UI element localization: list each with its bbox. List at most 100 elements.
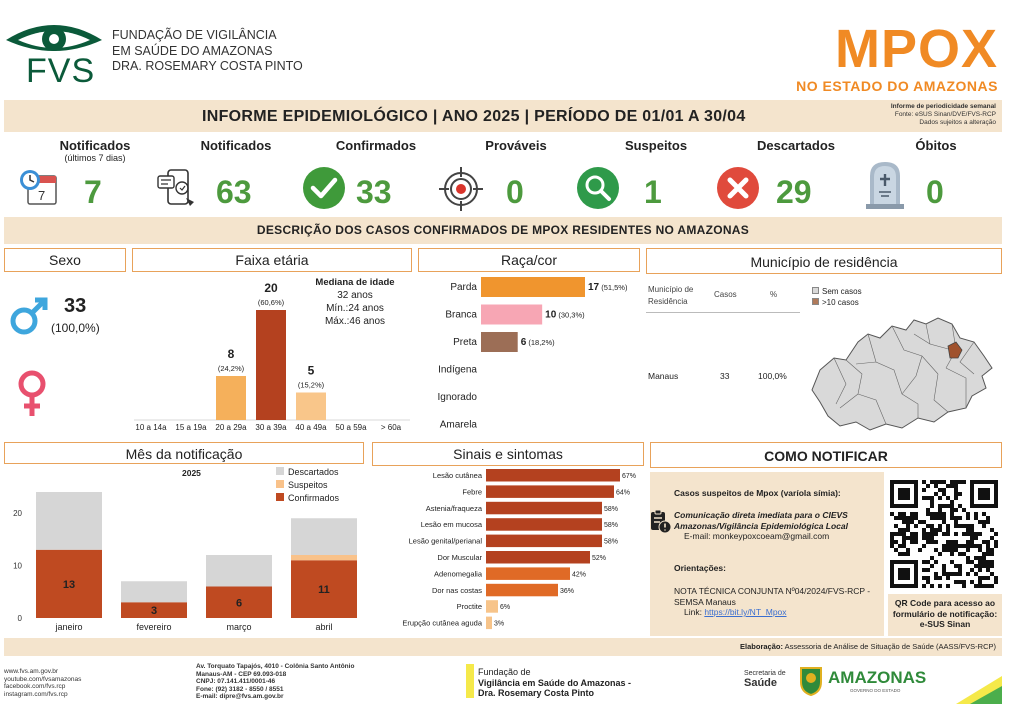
indicator-label: Óbitos [915, 138, 957, 153]
footer-link[interactable]: www.fvs.am.gov.br [4, 668, 59, 675]
qr-module [986, 540, 990, 544]
qr-module [994, 580, 998, 584]
org-name: FUNDAÇÃO DE VIGILÂNCIA EM SAÚDE DO AMAZO… [112, 28, 303, 75]
symptom-bar [486, 485, 614, 498]
corner-decoration [956, 676, 1002, 704]
elaboracao-label: Elaboração: [740, 642, 783, 651]
footer-org-line: Dra. Rosemary Costa Pinto [478, 688, 595, 698]
qr-module [922, 560, 926, 564]
report-bar: INFORME EPIDEMIOLÓGICO | ANO 2025 | PERÍ… [4, 100, 1002, 132]
indicator-label: Prováveis [485, 138, 547, 153]
qr-finder-core [898, 488, 910, 500]
qr-module [938, 480, 942, 484]
race-label: Ignorado [438, 392, 478, 403]
saude-label: Saúde [744, 677, 778, 689]
qr-module [954, 580, 958, 584]
qr-module [934, 492, 938, 496]
footer-link[interactable]: youtube.com/fvsamazonas [4, 675, 82, 683]
qr-module [890, 532, 894, 536]
qr-module [966, 512, 970, 516]
legend-descartados: Descartados [276, 466, 339, 479]
age-bar-value: 5 [308, 364, 315, 378]
qr-module [930, 584, 934, 588]
qr-module [922, 480, 926, 484]
org-line-1: FUNDAÇÃO DE VIGILÂNCIA [112, 28, 277, 42]
mes-year: 2025 [182, 468, 201, 478]
notificar-text: Casos suspeitos de Mpox (varíola símia):… [651, 472, 884, 636]
qr-module [986, 544, 990, 548]
footer-link[interactable]: instagram.com/fvs.rcp [4, 690, 68, 698]
qr-module [946, 496, 950, 500]
symptom-bar [486, 534, 602, 548]
qr-module [938, 508, 942, 512]
indicator-value: 29 [776, 174, 812, 210]
indicator-value: 1 [644, 174, 662, 210]
footer-link[interactable]: facebook.com/fvs.rcp [4, 683, 66, 690]
qr-module [930, 516, 934, 520]
qr-module [958, 516, 962, 520]
age-tick-label: 50 a 59a [335, 423, 367, 432]
qr-module [946, 572, 950, 576]
median-max: Máx.:46 anos [324, 316, 386, 327]
qr-module [946, 548, 950, 552]
qr-module [970, 536, 974, 540]
qr-module [966, 516, 970, 520]
qr-module [926, 560, 930, 564]
address-line: Manaus-AM - CEP 69.093-018 [196, 670, 287, 678]
notificar-title: COMO NOTIFICAR [650, 442, 1002, 468]
qr-module [942, 544, 946, 548]
qr-caption-panel [888, 594, 1002, 636]
race-bar-value: 10 (30,3%) [545, 310, 585, 321]
qr-module [930, 500, 934, 504]
nt-link[interactable]: https://bit.ly/NT_Mpox [704, 607, 787, 617]
col-casos: Casos [714, 290, 737, 299]
footer-org-line: Fundação de [478, 667, 531, 677]
qr-module [906, 524, 910, 528]
qr-module [890, 544, 894, 548]
qr-module [930, 524, 934, 528]
amazonas-map [811, 317, 993, 431]
qr-module [934, 532, 938, 536]
clipboard-alert-icon [651, 509, 672, 534]
qr-module [962, 532, 966, 536]
col-municipio: Município de Residência [648, 285, 694, 306]
qr-module [926, 496, 930, 500]
qr-module [954, 524, 958, 528]
qr-module [902, 520, 906, 524]
qr-module [958, 572, 962, 576]
qr-module [894, 524, 898, 528]
qr-module [994, 544, 998, 548]
qr-module [902, 528, 906, 532]
qr-module [958, 568, 962, 572]
qr-module [926, 484, 930, 488]
qr-module [922, 532, 926, 536]
faixa-median-block: Mediana de idade 32 anos Mín.:24 anos Má… [300, 276, 410, 328]
legend-many-cases: >10 casos [812, 297, 862, 308]
qr-module [950, 480, 954, 484]
indicator-sublabel: (últimos 7 dias) [64, 153, 126, 163]
indicator-value: 0 [506, 174, 524, 210]
qr-code[interactable] [890, 480, 998, 588]
amazonas-brand: AMAZONAS [828, 668, 927, 687]
qr-module [950, 544, 954, 548]
qr-module [990, 536, 994, 540]
qr-module [986, 548, 990, 552]
qr-module [962, 544, 966, 548]
symptoms-chart: Lesão cutânea 67% Febre 64% Astenia/fraqueza… [402, 469, 636, 630]
legend-confirmados: Confirmados [276, 492, 339, 505]
qr-module [962, 524, 966, 528]
qr-module [958, 564, 962, 568]
age-bar-pct: (15,2%) [298, 381, 325, 390]
svg-text:7: 7 [38, 188, 45, 203]
month-bar-confirmados [206, 586, 272, 618]
qr-module [942, 512, 946, 516]
legend-confirmados-label: Confirmados [288, 493, 340, 503]
qr-module [890, 536, 894, 540]
qr-module [938, 584, 942, 588]
qr-module [942, 568, 946, 572]
symptom-bar-value: 64% [616, 489, 630, 496]
symptom-label: Adenomegalia [434, 569, 483, 578]
elaboracao-bar: Elaboração: Assessoria de Análise de Sit… [4, 638, 1002, 656]
symptom-bar-value: 67% [622, 473, 636, 480]
qr-module [902, 532, 906, 536]
